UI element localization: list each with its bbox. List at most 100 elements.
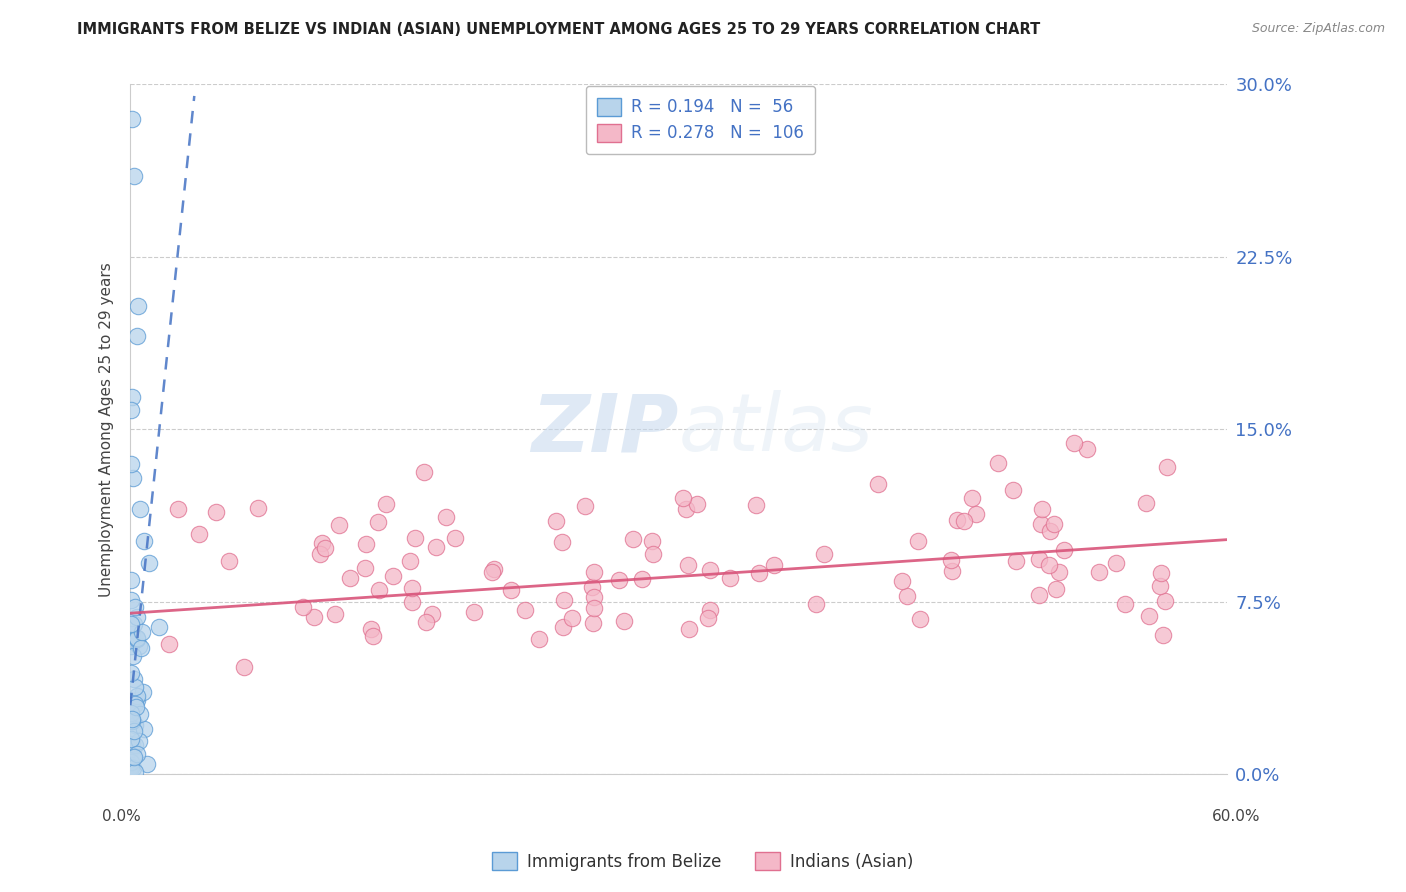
- Point: [941, 564, 963, 578]
- Point: [582, 565, 605, 579]
- Point: [1153, 594, 1175, 608]
- Point: [1156, 460, 1178, 475]
- Point: [382, 569, 405, 583]
- Point: [763, 558, 786, 572]
- Point: [404, 531, 426, 545]
- Point: [157, 637, 180, 651]
- Point: [1152, 628, 1174, 642]
- Point: [939, 553, 962, 567]
- Point: [1031, 502, 1053, 516]
- Point: [328, 518, 350, 533]
- Point: [131, 685, 153, 699]
- Point: [527, 632, 550, 646]
- Point: [375, 497, 398, 511]
- Text: Source: ZipAtlas.com: Source: ZipAtlas.com: [1251, 22, 1385, 36]
- Point: [218, 554, 240, 568]
- Point: [132, 723, 155, 737]
- Point: [553, 620, 575, 634]
- Point: [1028, 552, 1050, 566]
- Point: [1002, 483, 1025, 497]
- Point: [952, 514, 974, 528]
- Point: [553, 593, 575, 607]
- Point: [551, 534, 574, 549]
- Point: [129, 707, 152, 722]
- Point: [1076, 442, 1098, 456]
- Point: [960, 491, 983, 505]
- Point: [965, 508, 987, 522]
- Point: [1028, 588, 1050, 602]
- Point: [676, 558, 699, 572]
- Point: [125, 328, 148, 343]
- Point: [361, 629, 384, 643]
- Point: [124, 717, 146, 731]
- Point: [623, 532, 645, 546]
- Point: [124, 698, 146, 712]
- Point: [127, 299, 149, 313]
- Point: [678, 623, 700, 637]
- Point: [124, 680, 146, 694]
- Point: [124, 672, 146, 686]
- Point: [804, 598, 827, 612]
- Point: [581, 616, 603, 631]
- Text: ZIP: ZIP: [531, 391, 679, 468]
- Point: [415, 615, 437, 629]
- Y-axis label: Unemployment Among Ages 25 to 29 years: Unemployment Among Ages 25 to 29 years: [100, 262, 114, 597]
- Point: [987, 456, 1010, 470]
- Point: [120, 732, 142, 747]
- Point: [413, 465, 436, 479]
- Point: [908, 612, 931, 626]
- Point: [120, 457, 142, 471]
- Point: [138, 556, 160, 570]
- Point: [127, 689, 149, 703]
- Point: [907, 533, 929, 548]
- Point: [136, 756, 159, 771]
- Point: [1150, 566, 1173, 580]
- Point: [124, 765, 146, 780]
- Text: IMMIGRANTS FROM BELIZE VS INDIAN (ASIAN) UNEMPLOYMENT AMONG AGES 25 TO 29 YEARS : IMMIGRANTS FROM BELIZE VS INDIAN (ASIAN)…: [77, 22, 1040, 37]
- Point: [121, 738, 143, 752]
- Point: [314, 541, 336, 555]
- Point: [463, 606, 485, 620]
- Point: [125, 699, 148, 714]
- Point: [246, 500, 269, 515]
- Point: [120, 755, 142, 769]
- Point: [583, 591, 606, 605]
- Point: [499, 583, 522, 598]
- Point: [148, 620, 170, 634]
- Point: [1105, 556, 1128, 570]
- Legend: Immigrants from Belize, Indians (Asian): Immigrants from Belize, Indians (Asian): [484, 844, 922, 880]
- Point: [125, 693, 148, 707]
- Point: [574, 500, 596, 514]
- Point: [401, 581, 423, 595]
- Point: [513, 603, 536, 617]
- Point: [121, 714, 143, 728]
- Point: [544, 514, 567, 528]
- Point: [1047, 565, 1070, 579]
- Point: [205, 505, 228, 519]
- Point: [718, 571, 741, 585]
- Point: [640, 533, 662, 548]
- Point: [120, 742, 142, 756]
- Point: [443, 532, 465, 546]
- Point: [125, 631, 148, 645]
- Point: [124, 739, 146, 753]
- Point: [1114, 597, 1136, 611]
- Point: [121, 112, 143, 126]
- Point: [120, 706, 142, 720]
- Point: [125, 610, 148, 624]
- Point: [120, 760, 142, 774]
- Point: [813, 547, 835, 561]
- Point: [309, 547, 332, 561]
- Point: [896, 589, 918, 603]
- Point: [675, 502, 697, 516]
- Point: [613, 615, 636, 629]
- Point: [484, 561, 506, 575]
- Point: [232, 660, 254, 674]
- Point: [121, 573, 143, 587]
- Point: [561, 610, 583, 624]
- Point: [1053, 542, 1076, 557]
- Point: [1063, 436, 1085, 450]
- Point: [748, 566, 770, 581]
- Point: [401, 595, 423, 609]
- Point: [121, 648, 143, 663]
